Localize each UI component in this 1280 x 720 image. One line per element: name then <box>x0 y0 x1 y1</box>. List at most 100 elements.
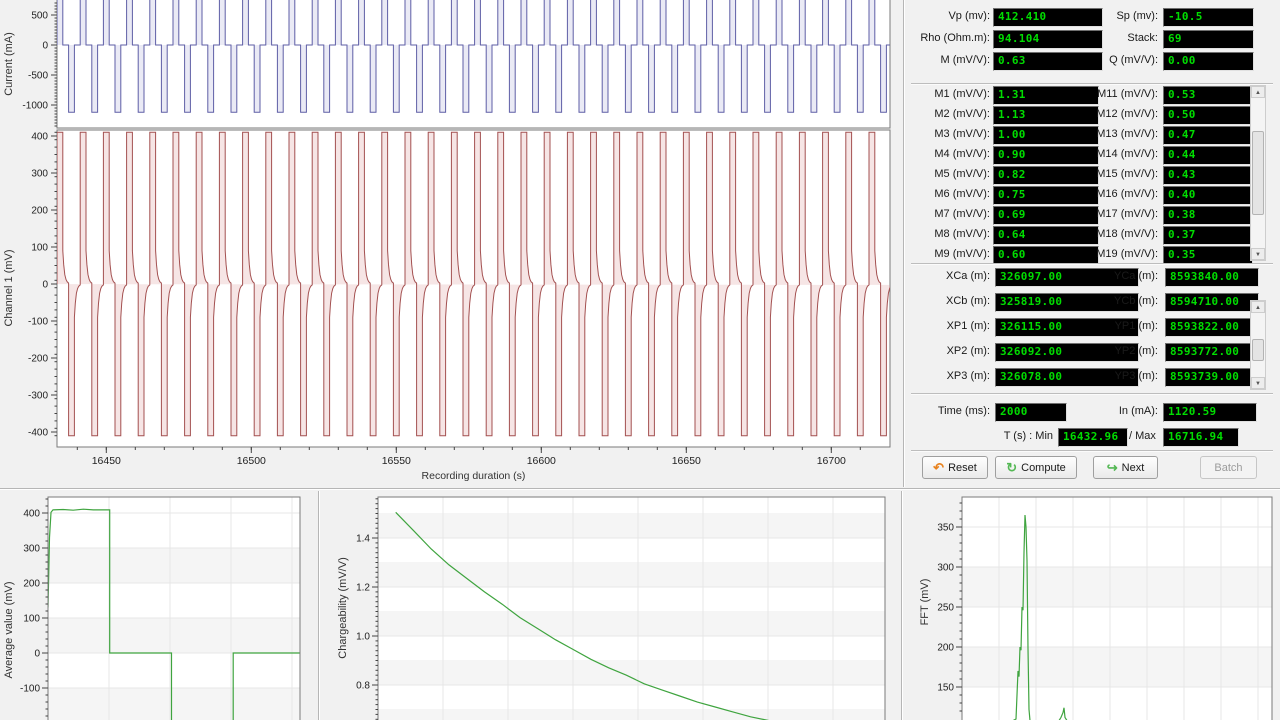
m-window-label: M19 (mV/V): <box>1096 248 1158 260</box>
scroll-down-icon[interactable]: ▼ <box>1251 248 1265 260</box>
panel-separator <box>318 491 320 720</box>
m-window-label: M15 (mV/V): <box>1096 168 1158 180</box>
coordinate-value: 326092.00 <box>995 343 1139 362</box>
coordinate-label: YP3 (m): <box>1114 370 1158 382</box>
m-window-label: M12 (mV/V): <box>1096 108 1158 120</box>
svg-text:200: 200 <box>937 643 954 654</box>
svg-text:200: 200 <box>23 579 40 590</box>
coords-scrollbar[interactable]: ▲ ▼ <box>1250 300 1266 390</box>
svg-text:Channel 1 (mV): Channel 1 (mV) <box>3 249 15 326</box>
m-window-label: M7 (mV/V): <box>934 208 990 220</box>
measurement-panel: Vp (mv): 412.410 Sp (mv): -10.5 Rho (Ohm.m):… <box>905 0 1280 488</box>
coordinate-value: 8593822.00 <box>1165 318 1259 337</box>
coordinate-label: YCa (m): <box>1114 270 1158 282</box>
batch-button[interactable]: Batch <box>1200 456 1257 479</box>
m-window-label: M8 (mV/V): <box>934 228 990 240</box>
svg-text:400: 400 <box>31 132 48 143</box>
coordinate-label: YP1 (m): <box>1114 320 1158 332</box>
undo-arrow-icon: ↶ <box>933 460 945 475</box>
svg-text:Current (mA): Current (mA) <box>3 32 15 96</box>
reset-button-label: Reset <box>948 461 977 474</box>
svg-text:0.8: 0.8 <box>356 681 370 692</box>
readout-value: -10.5 <box>1163 8 1254 27</box>
svg-text:16650: 16650 <box>672 455 701 467</box>
readout-label: Vp (mv): <box>948 10 990 22</box>
m-window-value: 0.75 <box>993 186 1099 205</box>
svg-text:-400: -400 <box>28 428 48 439</box>
svg-text:16550: 16550 <box>382 455 411 467</box>
m-window-value: 0.50 <box>1163 106 1253 125</box>
m-window-value: 0.40 <box>1163 186 1253 205</box>
m-window-label: M5 (mV/V): <box>934 168 990 180</box>
svg-text:Recording duration (s): Recording duration (s) <box>422 470 526 482</box>
m-window-value: 0.43 <box>1163 166 1253 185</box>
reset-button[interactable]: ↶ Reset <box>922 456 988 479</box>
waveform-plots: 500 0 -500 -1000 Current (mA) 400 300 200 100 0 -1… <box>3 0 891 482</box>
svg-text:Chargeability (mV/V): Chargeability (mV/V) <box>337 557 349 658</box>
svg-text:150: 150 <box>937 683 954 694</box>
svg-text:16600: 16600 <box>527 455 556 467</box>
m-window-value: 0.53 <box>1163 86 1253 105</box>
in-current-label: In (mA): <box>1118 405 1158 417</box>
average-value-plot: 400 300 200 100 0 -100 Average value (mV) <box>3 496 301 720</box>
time-label: Time (ms): <box>937 405 990 417</box>
m-window-label: M9 (mV/V): <box>934 248 990 260</box>
readout-value: 94.104 <box>993 30 1103 49</box>
coordinate-value: 8593840.00 <box>1165 268 1259 287</box>
readout-label: Rho (Ohm.m): <box>920 32 990 44</box>
coordinate-value: 326097.00 <box>995 268 1139 287</box>
svg-text:-100: -100 <box>28 317 48 328</box>
m-window-label: M6 (mV/V): <box>934 188 990 200</box>
compute-button-label: Compute <box>1021 461 1066 474</box>
scroll-up-icon[interactable]: ▲ <box>1251 301 1265 313</box>
scroll-up-icon[interactable]: ▲ <box>1251 86 1265 98</box>
section-divider <box>911 393 1273 395</box>
m-window-value: 0.90 <box>993 146 1099 165</box>
m-window-label: M16 (mV/V): <box>1096 188 1158 200</box>
m-window-value: 0.64 <box>993 226 1099 245</box>
m-window-value: 0.44 <box>1163 146 1253 165</box>
svg-text:100: 100 <box>31 243 48 254</box>
svg-text:500: 500 <box>31 11 48 22</box>
coordinate-value: 325819.00 <box>995 293 1139 312</box>
svg-text:200: 200 <box>31 206 48 217</box>
scrollbar-thumb[interactable] <box>1252 339 1264 361</box>
in-current-value: 1120.59 <box>1163 403 1257 422</box>
svg-text:350: 350 <box>937 523 954 534</box>
coordinate-value: 8593772.00 <box>1165 343 1259 362</box>
svg-text:-500: -500 <box>28 71 48 82</box>
next-button-label: Next <box>1121 461 1145 474</box>
readout-label: Sp (mv): <box>1116 10 1158 22</box>
scrollbar-thumb[interactable] <box>1252 131 1264 215</box>
scroll-down-icon[interactable]: ▼ <box>1251 377 1265 389</box>
readout-value: 0.00 <box>1163 52 1254 71</box>
m-values-scrollbar[interactable]: ▲ ▼ <box>1250 85 1266 261</box>
svg-text:-200: -200 <box>28 354 48 365</box>
chargeability-plot: 1.4 1.2 1.0 0.8 Chargeability (mV/V) <box>337 496 886 720</box>
coordinate-label: XP2 (m): <box>946 345 990 357</box>
panel-separator <box>901 491 903 720</box>
t-min-label: T (s) : Min <box>1003 430 1053 442</box>
panel-separator <box>903 0 905 487</box>
coordinate-value: 326078.00 <box>995 368 1139 387</box>
compute-button[interactable]: ↻ Compute <box>995 456 1077 479</box>
svg-text:1.2: 1.2 <box>356 583 370 594</box>
m-window-value: 1.00 <box>993 126 1099 145</box>
m-window-label: M17 (mV/V): <box>1096 208 1158 220</box>
svg-text:300: 300 <box>937 563 954 574</box>
coordinate-value: 8593739.00 <box>1165 368 1259 387</box>
section-divider <box>911 450 1273 452</box>
next-button[interactable]: ↪ Next <box>1093 456 1158 479</box>
next-arrow-icon: ↪ <box>1106 460 1118 475</box>
panel-separator <box>0 488 1280 490</box>
coordinate-value: 326115.00 <box>995 318 1139 337</box>
svg-text:-300: -300 <box>28 391 48 402</box>
section-divider <box>911 263 1273 265</box>
svg-text:300: 300 <box>23 544 40 555</box>
coordinate-label: YCb (m): <box>1114 295 1158 307</box>
svg-text:1.4: 1.4 <box>356 534 370 545</box>
readout-value: 69 <box>1163 30 1254 49</box>
m-window-label: M11 (mV/V): <box>1097 88 1158 100</box>
m-window-value: 0.69 <box>993 206 1099 225</box>
m-window-label: M2 (mV/V): <box>934 108 990 120</box>
